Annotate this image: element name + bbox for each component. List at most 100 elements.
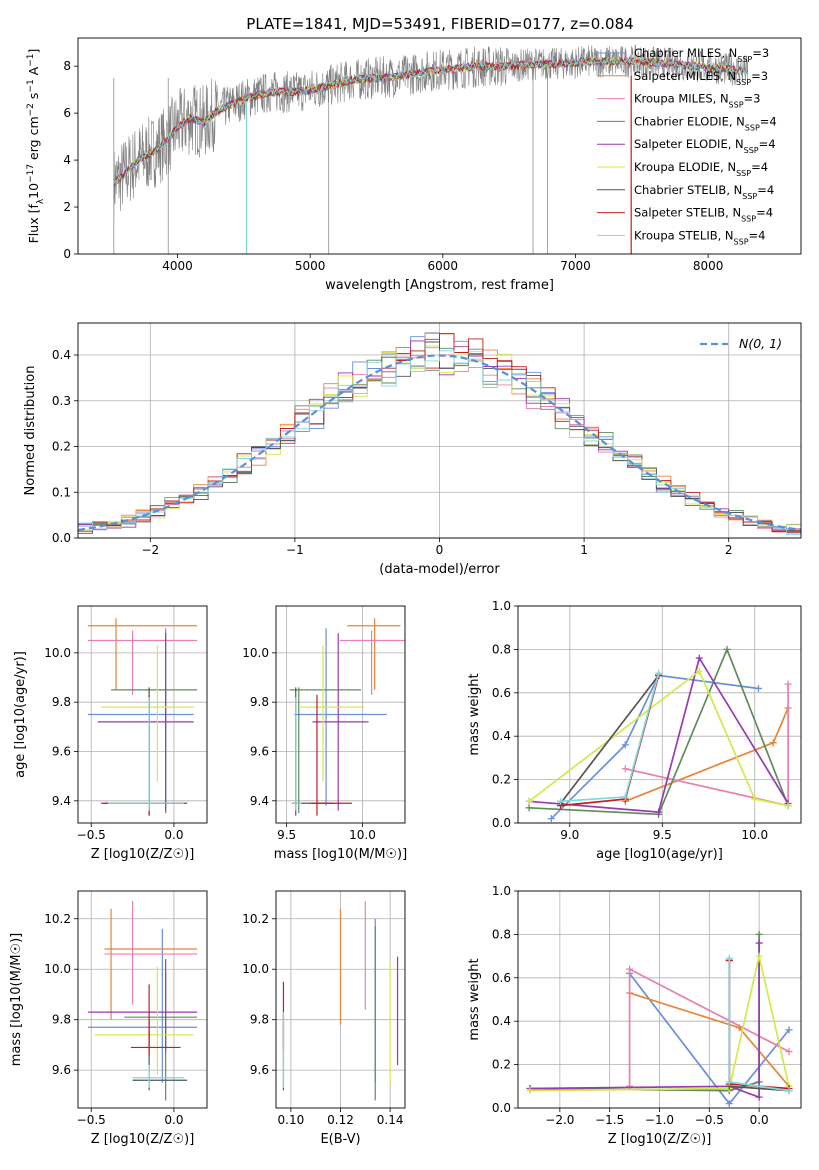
legend-nssp: =4 — [760, 114, 777, 128]
x-axis-label: Z [log10(Z/Z☉)] — [91, 847, 195, 862]
weight-marker — [695, 667, 703, 675]
weight-line-5 — [529, 955, 790, 1092]
mass-vs-ebv-panel: 0.10 0.12 0.14 9.6 9.8 10.0 10.2 E(B-V) — [242, 890, 406, 1147]
legend-nssp: =4 — [751, 160, 768, 174]
mass-vs-metallicity-panel: −0.5 0.0 9.6 9.8 10.0 10.2 Z [log10(Z/Z☉)] mass… — [9, 890, 208, 1147]
weight-marker — [547, 815, 555, 823]
y-axis-label: mass weight — [467, 673, 482, 755]
y-tick-label: 0.4 — [492, 1014, 511, 1028]
weight-marker — [725, 1078, 733, 1086]
x-tick-label: 0.0 — [164, 1113, 183, 1127]
weight-marker — [695, 654, 703, 662]
legend-name: Kroupa MILES, N — [634, 92, 729, 106]
weight-line-4 — [529, 943, 760, 1099]
legend-name: Salpeter STELIB, N — [634, 206, 741, 220]
axes-frame — [517, 890, 802, 1109]
legend-sub: SSP — [734, 237, 749, 246]
legend-entry: Salpeter ELODIE, NSSP=4 — [634, 137, 776, 155]
y-tick-label: 9.8 — [250, 695, 269, 709]
y-tick-label: 10.2 — [44, 912, 71, 926]
y-tick-label: 0 — [63, 247, 71, 261]
legend-sub: SSP — [744, 146, 759, 155]
label-part: λ — [36, 198, 46, 204]
y-tick-label: 1.0 — [492, 599, 511, 613]
weight-marker — [755, 952, 763, 960]
label-part: A — [26, 66, 41, 79]
y-tick-label: 0.0 — [52, 531, 71, 545]
massweight-vs-metallicity-panel: −2.0 −1.5 −1.0 −0.5 0.0 0.0 0.2 0.4 0.6 0.8 1.0 Z [… — [467, 884, 802, 1147]
weight-marker — [626, 965, 634, 973]
weight-marker — [557, 797, 565, 805]
legend-nssp: =4 — [756, 206, 773, 220]
legend-name: Kroupa STELIB, N — [634, 228, 734, 242]
y-tick-label: 9.8 — [52, 695, 71, 709]
legend-nssp: =4 — [757, 183, 774, 197]
y-tick-label: 0.2 — [52, 440, 71, 454]
legend-sub: SSP — [742, 191, 757, 200]
y-tick-label: 9.8 — [250, 1013, 269, 1027]
legend-sub: SSP — [729, 100, 744, 109]
y-tick-label: 6 — [63, 106, 71, 120]
weight-marker — [723, 645, 731, 653]
x-tick-label: −1.5 — [595, 1113, 624, 1127]
x-tick-label: −0.5 — [77, 828, 106, 842]
label-part: −2 — [26, 103, 36, 116]
x-tick-label: 0.0 — [164, 828, 183, 842]
weight-marker — [621, 741, 629, 749]
age-vs-metallicity-panel: −0.5 0.0 9.4 9.6 9.8 10.0 Z [log10(Z/Z☉)] age [… — [13, 605, 208, 862]
x-tick-label: −1.0 — [645, 1113, 674, 1127]
y-tick-label: 4 — [63, 153, 71, 167]
y-axis-label: mass [log10(M/M☉)] — [9, 933, 24, 1066]
legend-entry: N(0, 1) — [739, 336, 782, 351]
weight-marker — [755, 930, 763, 938]
legend-name: Salpeter MILES, N — [634, 69, 736, 83]
x-axis-label: age [log10(age/yr)] — [596, 847, 723, 862]
y-axis-label: age [log10(age/yr)] — [13, 651, 28, 778]
legend-name: Salpeter ELODIE, N — [634, 137, 744, 151]
weight-line-3 — [529, 647, 789, 816]
label-part: ] — [26, 49, 41, 54]
weight-marker — [655, 669, 663, 677]
x-tick-label: 0 — [436, 543, 444, 557]
legend-sub: SSP — [736, 77, 751, 86]
y-tick-label: 9.6 — [52, 744, 71, 758]
legend-nssp: =3 — [752, 46, 769, 60]
weight-marker — [751, 795, 759, 803]
legend-entry: Chabrier ELODIE, NSSP=4 — [634, 114, 777, 131]
legend-entry: Salpeter STELIB, NSSP=4 — [634, 206, 773, 224]
weight-marker — [784, 802, 792, 810]
weight-marker — [525, 797, 533, 805]
normal-curve — [77, 354, 802, 532]
label-part: −17 — [26, 164, 36, 183]
legend-name: Chabrier MILES, N — [634, 46, 737, 60]
axes-frame — [77, 37, 802, 255]
legend-nssp: =3 — [744, 92, 761, 106]
x-axis-label: Z [log10(Z/Z☉)] — [608, 1132, 712, 1147]
label-part: −1 — [26, 54, 36, 67]
label-part: 10 — [26, 183, 41, 199]
x-axis-label: wavelength [Angstrom, rest frame] — [325, 278, 554, 293]
weight-line-3 — [529, 934, 760, 1092]
x-tick-label: 1 — [580, 543, 588, 557]
model-fit-line-8 — [113, 56, 748, 184]
y-tick-label: 0.3 — [52, 394, 71, 408]
weight-marker — [655, 808, 663, 816]
axes-frame — [275, 890, 406, 1109]
axes-frame — [275, 605, 406, 824]
weight-line-5 — [528, 669, 789, 807]
y-tick-label: 0.0 — [492, 1101, 511, 1115]
y-tick-label: 9.4 — [250, 794, 269, 808]
axes-frame — [77, 605, 208, 824]
weight-marker — [725, 954, 733, 962]
legend-sub: SSP — [736, 169, 751, 178]
y-tick-label: 0.2 — [492, 773, 511, 787]
legend-entry: Kroupa STELIB, NSSP=4 — [634, 228, 765, 246]
legend-entry: Kroupa MILES, NSSP=3 — [634, 92, 760, 110]
x-axis-label: E(B-V) — [320, 1132, 360, 1147]
spectrum-panel: 4000 5000 6000 7000 8000 0 2 4 6 8 wavelength [Ang… — [26, 37, 802, 293]
weight-marker — [626, 1082, 634, 1090]
y-tick-label: 0.2 — [492, 1058, 511, 1072]
y-tick-label: 10.2 — [242, 912, 269, 926]
y-tick-label: 0.0 — [492, 816, 511, 830]
